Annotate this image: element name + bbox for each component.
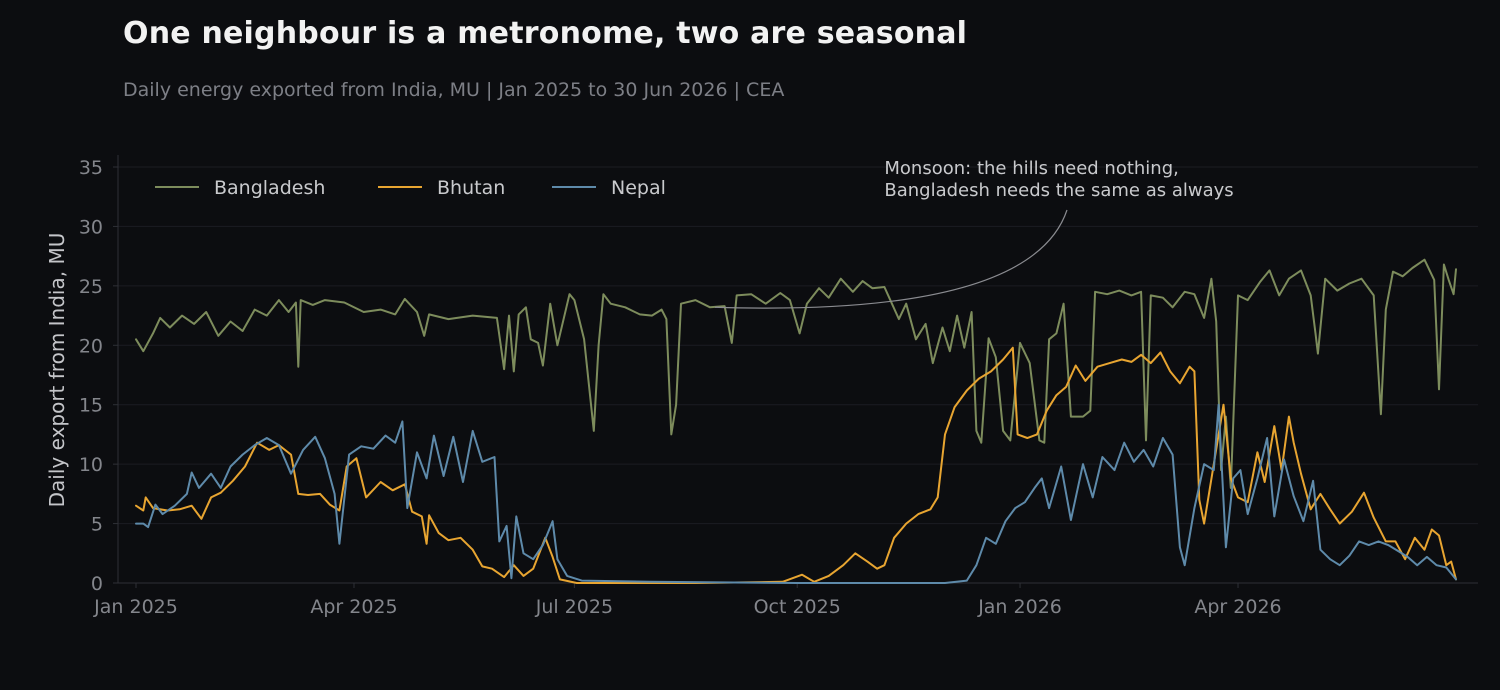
y-axis-label: Daily export from India, MU (45, 233, 69, 508)
legend: Bangladesh Bhutan Nepal (155, 177, 666, 199)
axes (117, 155, 1478, 584)
legend-label-bhutan: Bhutan (437, 177, 505, 199)
annotation-text-line-2: Bangladesh needs the same as always (884, 180, 1233, 201)
series-lines (135, 258, 1457, 584)
x-tick-labels: Jan 2025 Apr 2025 Jul 2025 Oct 2025 Jan 2026… (93, 583, 1282, 618)
legend-label-nepal: Nepal (611, 177, 666, 199)
series-line-nepal (135, 403, 1457, 584)
chart-subtitle: Daily energy exported from India, MU | J… (123, 79, 785, 101)
x-tick-label-4: Jan 2026 (977, 596, 1062, 618)
y-tick-label-20: 20 (79, 335, 103, 357)
series-line-bangladesh (135, 258, 1457, 489)
y-tick-label-5: 5 (91, 514, 103, 536)
y-tick-label-30: 30 (79, 216, 103, 238)
chart-title: One neighbour is a metronome, two are se… (123, 16, 968, 51)
x-tick-label-0: Jan 2025 (93, 596, 178, 618)
series-line-bhutan (135, 346, 1457, 584)
y-tick-label-15: 15 (79, 395, 103, 417)
y-tick-label-25: 25 (79, 276, 103, 298)
annotation-text-line-1: Monsoon: the hills need nothing, (884, 158, 1178, 179)
x-tick-label-2: Jul 2025 (535, 596, 613, 618)
y-tick-label-35: 35 (79, 157, 103, 179)
x-tick-label-5: Apr 2026 (1194, 596, 1281, 618)
x-tick-label-1: Apr 2025 (310, 596, 397, 618)
y-tick-label-10: 10 (79, 454, 103, 476)
y-tick-labels: 0 5 10 15 20 25 30 35 (79, 157, 118, 595)
annotation: Monsoon: the hills need nothing, Banglad… (714, 158, 1234, 309)
legend-label-bangladesh: Bangladesh (214, 177, 325, 199)
y-tick-label-0: 0 (91, 573, 103, 595)
gridlines (118, 166, 1478, 584)
x-tick-label-3: Oct 2025 (754, 596, 841, 618)
annotation-connector (714, 209, 1068, 309)
